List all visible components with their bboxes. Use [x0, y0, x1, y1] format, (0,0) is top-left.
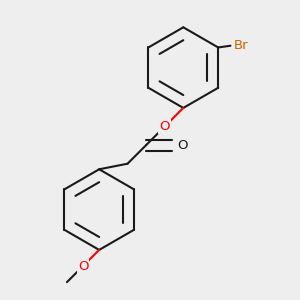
Text: O: O: [160, 120, 170, 133]
Text: O: O: [78, 260, 88, 272]
Text: Br: Br: [234, 39, 249, 52]
Text: O: O: [178, 139, 188, 152]
